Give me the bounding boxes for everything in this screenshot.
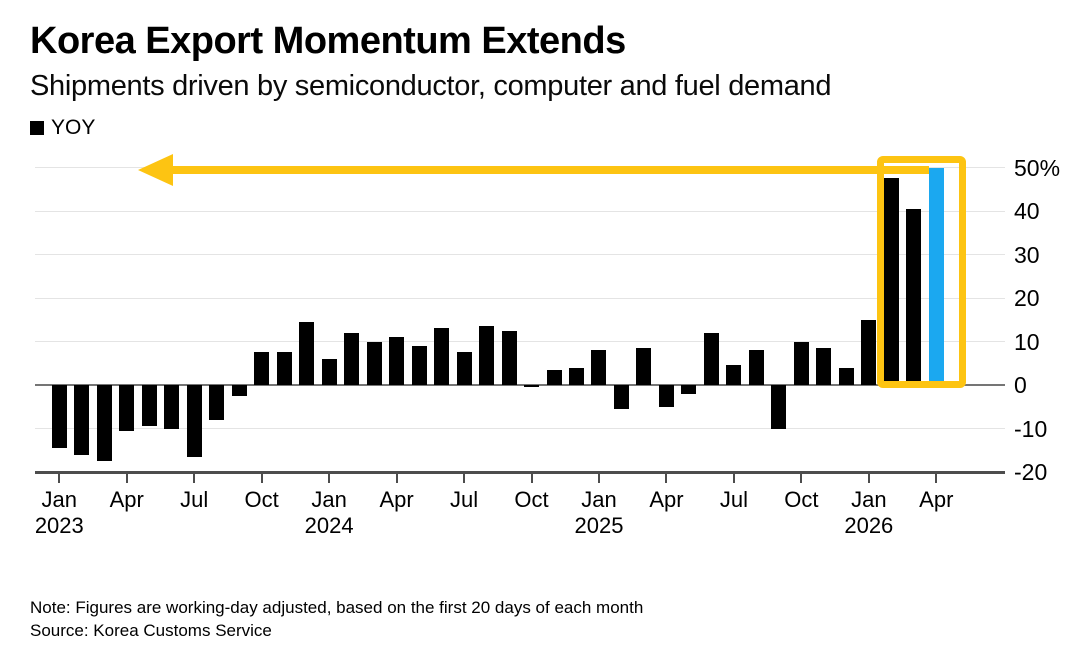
x-tick-apr (125, 473, 128, 483)
x-axis-label-month: Jan (311, 487, 347, 512)
y-axis-label-20: 20 (1014, 285, 1040, 311)
bar-nov-2023 (276, 352, 292, 385)
x-axis-label-month: Apr (109, 487, 144, 512)
bar-oct-2023 (254, 352, 270, 385)
highlight-box-annotation (877, 156, 966, 388)
x-axis-label-month: Jul (180, 487, 209, 512)
gridline-10 (35, 341, 1005, 342)
bar-feb-2023 (74, 385, 90, 455)
x-tick-jul (463, 473, 466, 483)
bar-may-2024 (411, 345, 427, 385)
x-axis-label-year: 2025 (574, 513, 624, 538)
bar-apr-2025 (658, 385, 674, 407)
bar-jan-2023 (51, 385, 67, 449)
bar-apr-2024 (389, 337, 405, 385)
y-axis-label-40: 40 (1014, 198, 1040, 224)
bar-sep-2025 (771, 385, 787, 429)
x-tick-jan-2025 (597, 473, 600, 483)
x-axis-label-year: 2024 (304, 513, 354, 538)
bar-jan-2025 (591, 350, 607, 385)
x-tick-apr (395, 473, 398, 483)
bar-jan-2024 (321, 358, 337, 385)
bar-jan-2026 (861, 319, 877, 385)
bar-may-2025 (681, 385, 697, 394)
legend-swatch-icon (30, 121, 44, 135)
bar-dec-2024 (569, 367, 584, 385)
bar-nov-2025 (816, 348, 832, 385)
bar-jul-2025 (726, 365, 742, 385)
bar-apr-2026 (928, 167, 944, 385)
bar-dec-2023 (299, 321, 315, 385)
gridline-30 (35, 254, 1005, 255)
x-axis-label-month: Jan (851, 487, 887, 512)
chart-title: Korea Export Momentum Extends (30, 20, 626, 62)
bar-aug-2024 (479, 326, 495, 385)
legend-label: YOY (51, 116, 96, 139)
x-axis-label-month: Jul (719, 487, 748, 512)
bar-mar-2025 (636, 348, 652, 385)
gridline--10 (35, 428, 1005, 429)
x-tick-jul (193, 473, 196, 483)
arrow-annotation-line (173, 165, 929, 174)
footnote: Note: Figures are working-day adjusted, … (30, 598, 644, 617)
gridline--20 (35, 470, 1005, 474)
x-axis-label-month: Jan (581, 487, 617, 512)
chart-subtitle: Shipments driven by semiconductor, compu… (30, 70, 832, 102)
bar-oct-2025 (793, 341, 809, 385)
bar-feb-2025 (613, 385, 629, 409)
bar-apr-2023 (119, 385, 135, 431)
y-axis-label-10: 10 (1014, 328, 1040, 355)
y-axis-label-30: 30 (1014, 241, 1040, 268)
x-axis-label-month: Apr (919, 487, 954, 512)
x-tick-jan-2026 (867, 473, 870, 483)
bar-jul-2024 (456, 352, 472, 385)
bar-sep-2024 (501, 330, 517, 385)
y-axis-label-0: 0 (1014, 372, 1027, 398)
x-axis-label-month: Oct (244, 487, 279, 512)
bar-mar-2024 (366, 341, 382, 385)
bar-jun-2025 (703, 332, 719, 385)
y-axis-label--10: -10 (1014, 415, 1048, 442)
y-axis-label-50: 50% (1014, 154, 1061, 181)
x-tick-jan-2023 (58, 473, 61, 483)
source-line: Source: Korea Customs Service (30, 621, 272, 640)
bar-jun-2023 (164, 385, 180, 429)
bar-jul-2023 (186, 385, 202, 457)
x-axis-label-month: Oct (784, 487, 819, 512)
bar-oct-2024 (524, 385, 540, 388)
y-axis-label--20: -20 (1014, 459, 1048, 485)
gridline-0 (35, 384, 1005, 386)
x-axis-label-month: Jan (41, 487, 78, 512)
arrow-annotation-head-icon (138, 153, 173, 186)
bar-feb-2026 (883, 178, 899, 385)
x-tick-jul (732, 473, 735, 483)
bar-jun-2024 (434, 328, 450, 385)
bar-sep-2023 (231, 385, 247, 396)
x-axis-label-month: Apr (379, 487, 414, 512)
x-axis-label-month: Apr (649, 487, 684, 512)
x-tick-oct (800, 473, 803, 483)
bar-nov-2024 (546, 369, 562, 385)
x-tick-apr (935, 473, 938, 483)
bar-feb-2024 (344, 332, 360, 385)
bar-aug-2025 (748, 350, 764, 385)
x-tick-oct (530, 473, 533, 483)
bar-may-2023 (141, 385, 157, 427)
legend: YOY (30, 116, 95, 140)
x-axis-label-year: 2023 (34, 513, 84, 538)
x-tick-apr (665, 473, 668, 483)
x-tick-jan-2024 (328, 473, 331, 483)
x-tick-oct (260, 473, 263, 483)
bar-dec-2025 (838, 367, 854, 385)
x-axis-label-month: Jul (450, 487, 479, 512)
x-axis-label-month: Oct (514, 487, 549, 512)
gridline-40 (35, 210, 1005, 212)
gridline-20 (35, 297, 1005, 299)
x-axis-label-year: 2026 (844, 513, 894, 538)
bar-aug-2023 (209, 385, 225, 420)
bar-mar-2026 (906, 208, 922, 385)
bar-mar-2023 (96, 385, 112, 462)
